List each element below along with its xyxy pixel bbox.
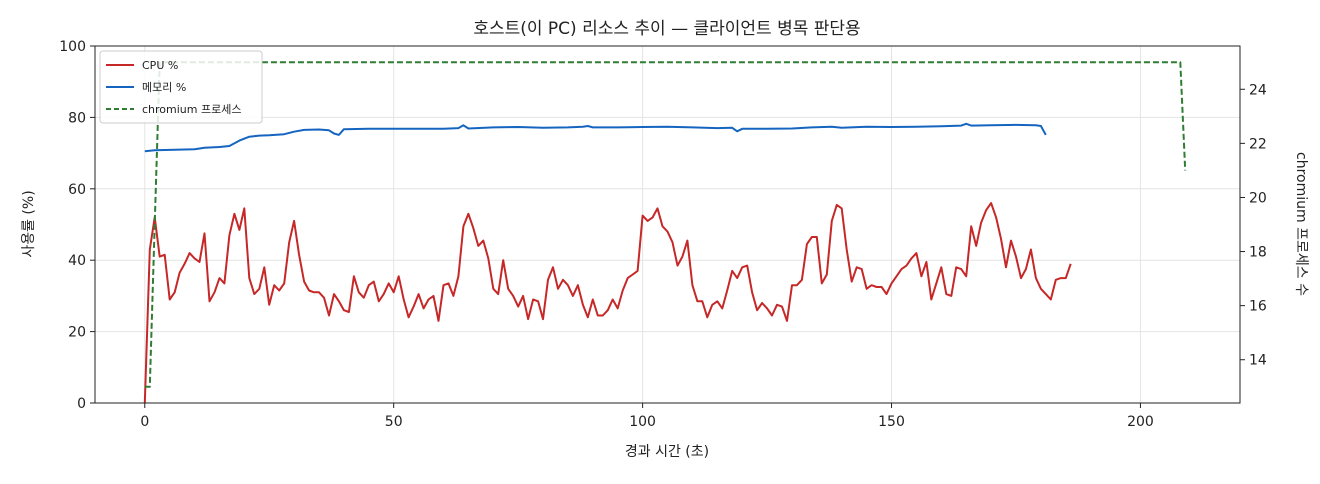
y2-tick-label: 18 xyxy=(1249,245,1267,261)
x-tick-label: 0 xyxy=(140,414,149,430)
y2-tick-label: 22 xyxy=(1249,136,1267,152)
series-line-2 xyxy=(144,61,1187,388)
x-tick-label: 100 xyxy=(629,414,656,430)
x-tick-label: 50 xyxy=(385,414,403,430)
y-axis-left: 0 20 40 60 80 100 xyxy=(59,39,95,412)
y-axis-label: 사용률 (%) xyxy=(21,190,37,257)
y-axis-right: 14 16 18 20 22 24 xyxy=(1240,82,1267,369)
y-tick-label: 60 xyxy=(68,182,86,198)
grid xyxy=(95,45,1240,404)
y2-axis-label: chromium 프로세스 수 xyxy=(1293,152,1309,296)
series-line-1 xyxy=(144,122,1047,153)
plot-frame xyxy=(94,45,1241,404)
legend: CPU % 메모리 % chromium 프로세스 xyxy=(99,50,263,124)
y2-tick-label: 24 xyxy=(1249,82,1267,98)
y-tick-label: 100 xyxy=(59,39,86,55)
x-axis: 0 50 100 150 200 xyxy=(140,403,1154,430)
legend-box xyxy=(99,50,263,124)
legend-label-1: 메모리 % xyxy=(142,81,186,94)
y-tick-label: 20 xyxy=(68,325,86,341)
chart-title: 호스트(이 PC) 리소스 추이 — 클라이언트 병목 판단용 xyxy=(473,19,860,39)
plot-series xyxy=(143,61,1187,404)
x-tick-label: 200 xyxy=(1127,414,1154,430)
x-tick-label: 150 xyxy=(878,414,905,430)
y-tick-label: 0 xyxy=(77,396,86,412)
legend-label-0: CPU % xyxy=(142,59,178,72)
y2-tick-label: 14 xyxy=(1249,353,1267,369)
y2-tick-label: 16 xyxy=(1249,299,1267,315)
x-axis-label: 경과 시간 (초) xyxy=(625,444,709,460)
y-tick-label: 80 xyxy=(68,110,86,126)
y-tick-label: 40 xyxy=(68,253,86,269)
legend-label-2: chromium 프로세스 xyxy=(142,103,241,116)
series-line-0 xyxy=(143,202,1072,404)
y2-tick-label: 20 xyxy=(1249,190,1267,206)
